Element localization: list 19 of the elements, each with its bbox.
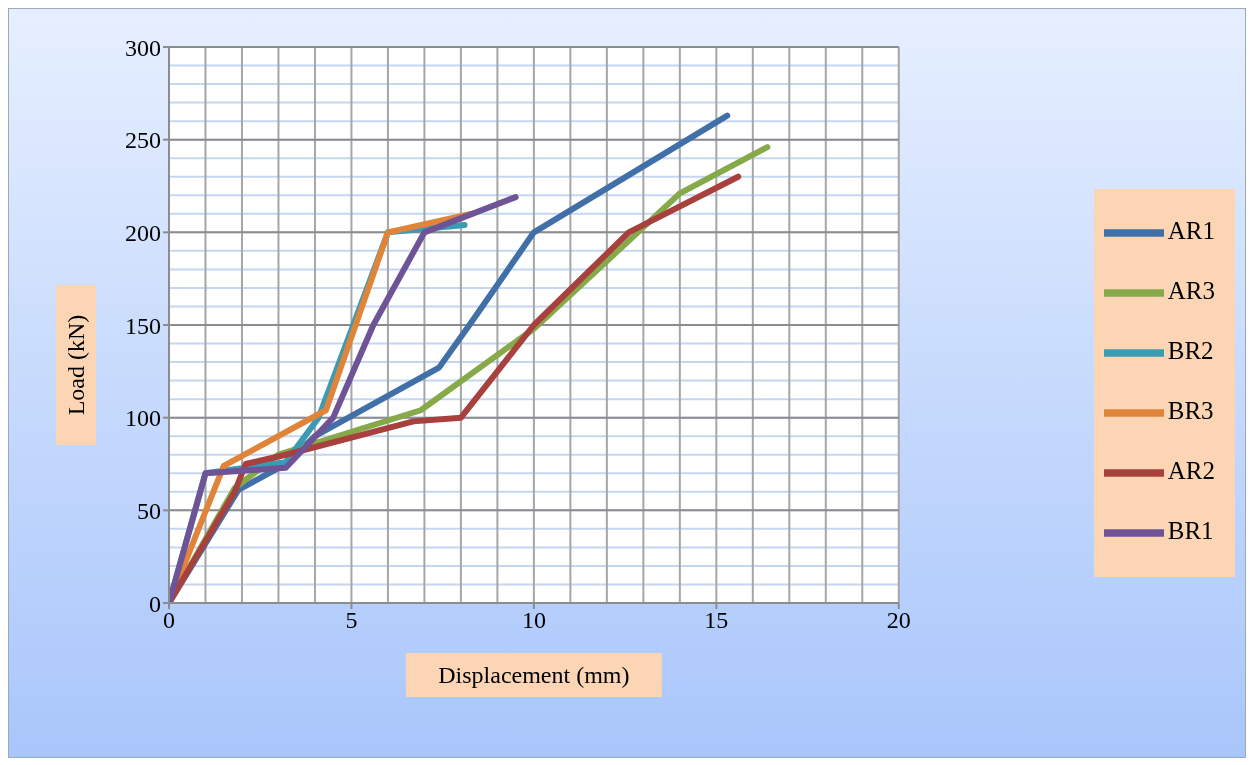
y-tick-label: 50: [137, 497, 161, 524]
y-axis-title: Load (kN): [63, 314, 89, 416]
x-tick-label: 10: [521, 607, 546, 634]
legend-label: AR2: [1167, 456, 1215, 484]
y-tick-label: 250: [125, 127, 161, 154]
y-tick-label: 0: [149, 590, 161, 617]
x-tick-label: 15: [704, 607, 729, 634]
y-tick-label: 300: [125, 34, 161, 61]
legend-label: BR2: [1167, 336, 1214, 364]
legend-label: BR1: [1167, 516, 1214, 544]
y-tick-label: 200: [125, 219, 161, 246]
legend-label: AR3: [1167, 276, 1215, 304]
x-tick-label: 5: [345, 607, 358, 634]
x-tick-label: 20: [886, 607, 911, 634]
x-axis-title: Displacement (mm): [438, 662, 630, 688]
y-tick-label: 100: [125, 405, 161, 432]
legend-label: BR3: [1167, 396, 1214, 424]
legend-label: AR1: [1167, 216, 1215, 244]
y-tick-label: 150: [125, 312, 161, 339]
